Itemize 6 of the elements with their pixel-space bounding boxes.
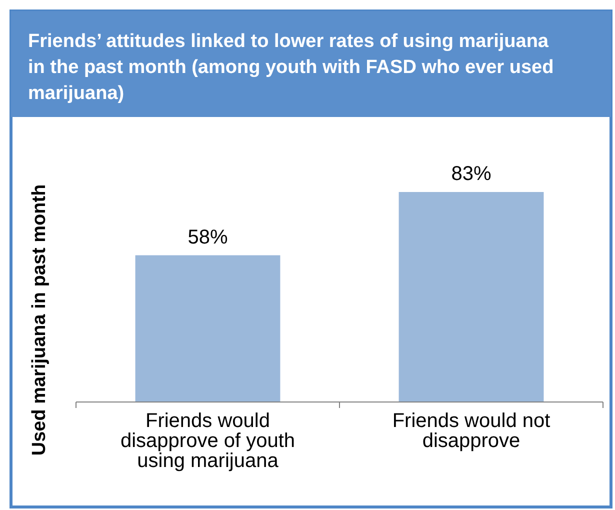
chart-title: Friends’ attitudes linked to lower rates of using marijuana in the past month (among youth with FASD who ever used marijuana) bbox=[28, 31, 554, 104]
x-tick-label: Friends would disapprove of youth using marijuana bbox=[120, 410, 296, 472]
y-axis-title: Used marijuana in past month bbox=[29, 184, 50, 456]
data-label: 83% bbox=[451, 163, 492, 185]
x-tick-label: Friends would not disapprove bbox=[392, 410, 551, 452]
data-label: 58% bbox=[188, 226, 228, 248]
